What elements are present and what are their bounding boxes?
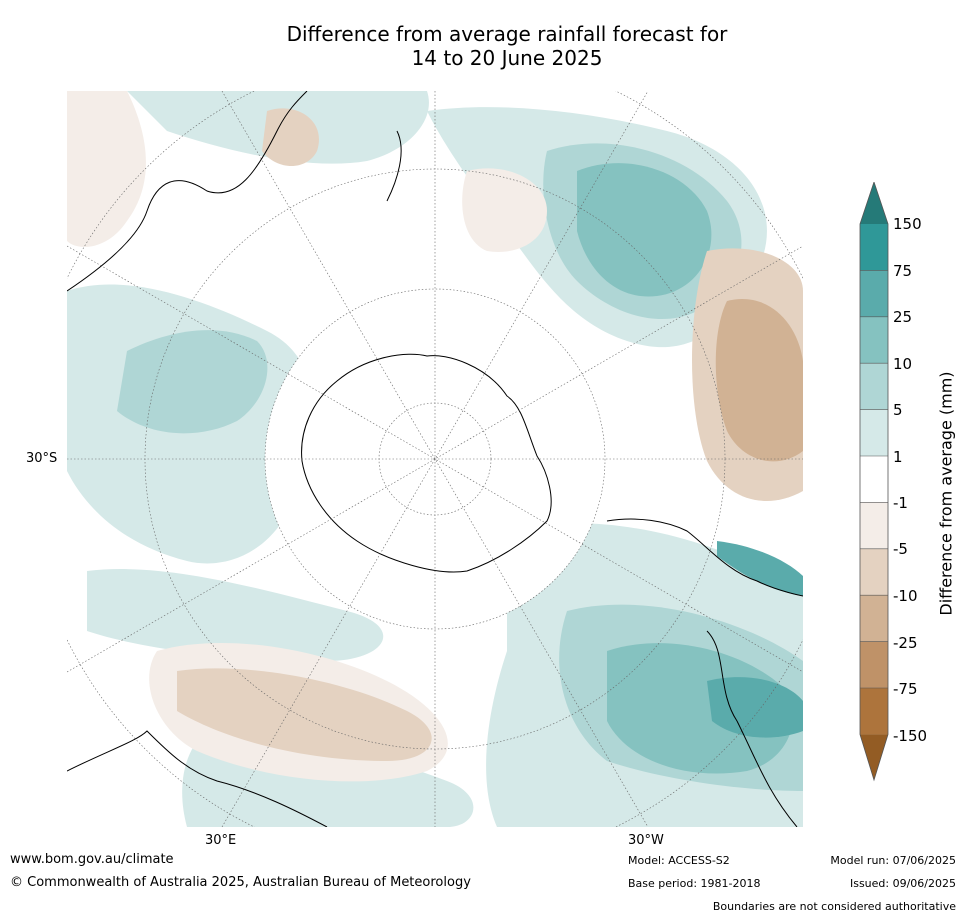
model-name: Model: ACCESS-S2 (628, 854, 730, 867)
colorbar-band (860, 270, 888, 317)
colorbar (859, 182, 889, 782)
footer-url: www.bom.gov.au/climate (10, 852, 174, 867)
colorbar-tick-label: -150 (893, 727, 928, 745)
anomaly-region-dark-teal (707, 677, 803, 738)
colorbar-tick-label: -10 (893, 587, 918, 605)
colorbar-tick-label: 5 (893, 401, 903, 419)
model-run-date: Model run: 07/06/2025 (830, 854, 956, 867)
colorbar-band (860, 688, 888, 735)
anomaly-region-light-brown (462, 168, 547, 252)
graticule (67, 91, 803, 827)
colorbar-tick-label: 25 (893, 308, 913, 326)
map-title: Difference from average rainfall forecas… (0, 22, 965, 70)
longitude-label-30e: 30°E (205, 833, 237, 848)
antarctica-outline (301, 353, 552, 573)
colorbar-tick-label: -1 (893, 494, 908, 512)
boundaries-note: Boundaries are not considered authoritat… (712, 900, 956, 913)
colorbar-tick-label: 1 (893, 448, 903, 466)
base-period: Base period: 1981-2018 (628, 877, 761, 890)
anomaly-region-light-brown (67, 91, 146, 247)
anomaly-region-dark-teal (717, 541, 803, 596)
latitude-label: 30°S (26, 451, 58, 466)
colorbar-tick-label: -5 (893, 540, 908, 558)
colorbar-tick-label: 10 (893, 355, 913, 373)
map-canvas (67, 91, 803, 827)
colorbar-band (860, 548, 888, 596)
anomaly-region-light-blue (87, 569, 384, 661)
title-line-2: 14 to 20 June 2025 (411, 46, 603, 70)
title-line-1: Difference from average rainfall forecas… (286, 22, 728, 46)
issued-date: Issued: 09/06/2025 (849, 877, 956, 890)
anomaly-region-brown (715, 299, 803, 462)
colorbar-extend-top (860, 182, 888, 224)
footer-copyright: © Commonwealth of Australia 2025, Austra… (10, 875, 471, 890)
colorbar-tick-label: 75 (893, 262, 913, 280)
colorbar-band (860, 409, 888, 456)
colorbar-band (860, 316, 888, 364)
rainfall-anomaly-map (67, 91, 803, 827)
colorbar-band (860, 641, 888, 688)
colorbar-tick-label: 150 (893, 215, 922, 233)
anomaly-region-teal (577, 163, 712, 297)
colorbar-band (860, 595, 888, 642)
longitude-label-30w: 30°W (628, 833, 664, 848)
colorbar-band (860, 224, 888, 271)
anomaly-region-blue (117, 330, 268, 434)
colorbar-band (860, 456, 888, 503)
colorbar-tick-label: -25 (893, 634, 918, 652)
colorbar-band (860, 363, 888, 410)
colorbar-tick-label: -75 (893, 680, 918, 698)
anomaly-region-light-brown (262, 108, 319, 166)
colorbar-extend-bottom (860, 734, 888, 780)
coastlines (67, 91, 803, 827)
colorbar-band (860, 502, 888, 549)
anomaly-region-brown (177, 668, 432, 761)
colorbar-title: Difference from average (mm) (936, 371, 956, 616)
